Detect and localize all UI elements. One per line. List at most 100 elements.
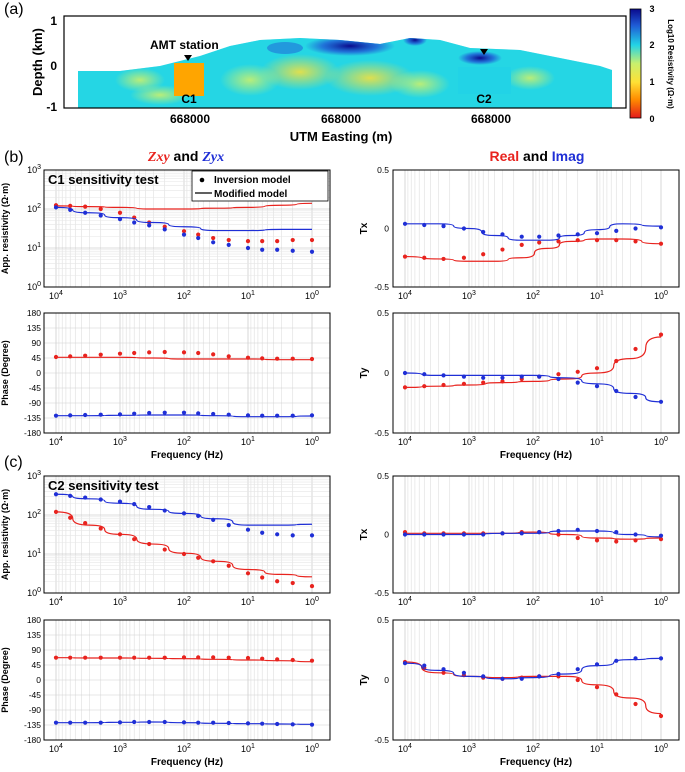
y-axis-label: Tx	[359, 528, 370, 540]
c2-block-label: C2	[476, 92, 492, 106]
y-axis-label: App. resistivity (Ω·m)	[0, 183, 10, 274]
data-point	[245, 239, 251, 244]
data-point	[211, 352, 216, 357]
axes-frame	[43, 169, 331, 288]
x-tick-label: 103	[462, 436, 476, 447]
x-axis-label: Frequency (Hz)	[500, 757, 572, 768]
y-tick-label: 100	[27, 281, 41, 292]
series-line	[55, 356, 312, 361]
data-point	[275, 579, 280, 584]
series-line	[404, 372, 662, 403]
axes-frame	[392, 169, 680, 288]
c1-block-label: C1	[181, 92, 197, 106]
y-tick-label: 0.5	[377, 308, 389, 318]
x-tick-label: 104	[398, 743, 412, 754]
y-axis-label: Ty	[359, 367, 370, 378]
x-tick-label: 102	[526, 743, 540, 754]
colorbar-label: Log10 Resistivity (Ω·m)	[666, 19, 675, 109]
data-point	[132, 537, 137, 542]
y-axis-label: Phase (Degree)	[0, 647, 10, 713]
series-line	[55, 202, 313, 210]
section-x-tick: 668000	[170, 112, 210, 126]
data-point	[309, 237, 315, 243]
y-tick-label: 45	[32, 660, 42, 670]
data-point	[211, 720, 216, 725]
chart-c1_rho: 104 103 102 101 100 103 102 101 100 App. resistiv…	[0, 164, 331, 301]
x-tick-label: 101	[590, 290, 604, 301]
data-point	[98, 526, 103, 531]
data-point	[481, 252, 486, 257]
series-line	[56, 721, 313, 725]
data-point	[226, 523, 231, 528]
data-point	[500, 375, 505, 380]
tipper-header: Real and Imag	[490, 148, 585, 164]
colorbar	[629, 8, 642, 119]
data-point	[594, 538, 600, 543]
data-point	[633, 239, 638, 244]
y-tick-label: -180	[24, 735, 41, 745]
data-point	[68, 515, 73, 520]
chart-c1_tx: 104 103 102 101 100 0.5 0 -0.5 Tx	[359, 165, 680, 301]
y-tick-label: 101	[27, 242, 41, 253]
section-x-tick: 668000	[321, 112, 361, 126]
axes-frame	[43, 475, 331, 594]
data-point	[658, 332, 664, 337]
y-tick-label: 180	[27, 615, 41, 625]
data-point	[309, 533, 315, 538]
data-point	[98, 352, 103, 357]
y-tick-label: -90	[29, 398, 42, 408]
x-tick-label: 100	[654, 596, 668, 607]
data-point	[181, 350, 187, 355]
x-tick-label: 101	[590, 596, 604, 607]
data-point	[117, 351, 123, 356]
x-tick-label: 101	[241, 596, 255, 607]
data-point	[260, 530, 265, 535]
data-point	[309, 413, 315, 418]
data-point	[556, 372, 561, 377]
data-point	[181, 232, 187, 237]
data-point	[83, 353, 88, 358]
x-tick-label: 102	[177, 290, 191, 301]
data-point	[519, 234, 524, 239]
y-tick-label: -135	[24, 720, 41, 730]
data-point	[275, 247, 280, 252]
section-x-label: UTM Easting (m)	[290, 129, 393, 144]
data-point	[309, 584, 315, 589]
data-point	[594, 231, 600, 236]
legend-inversion: Inversion model	[214, 175, 291, 186]
data-point	[519, 242, 524, 247]
y-axis-label: Tx	[359, 222, 370, 234]
data-point	[422, 663, 427, 668]
zxy-header: Zxy	[147, 150, 171, 165]
data-point	[614, 228, 619, 233]
data-point	[147, 504, 152, 510]
x-tick-label: 103	[113, 743, 127, 754]
y-tick-label: -0.5	[374, 588, 389, 598]
colorbar-tick: 1	[649, 77, 654, 87]
y-tick-label: -45	[29, 383, 42, 393]
data-point	[245, 245, 251, 251]
chart-title: C1 sensitivity test	[48, 172, 159, 187]
y-tick-label: 180	[27, 308, 41, 318]
section-y-tick: -1	[46, 100, 57, 114]
data-point	[290, 413, 295, 418]
series-line	[404, 223, 662, 241]
panel-label-c: (c)	[4, 454, 23, 471]
x-tick-label: 101	[241, 743, 255, 754]
y-tick-label: 135	[27, 323, 41, 333]
series-line	[55, 657, 313, 663]
chart-c2_tx: 104 103 102 101 100 0.5 0 -0.5 Tx	[359, 471, 680, 607]
data-point	[181, 551, 187, 557]
data-point	[290, 248, 295, 253]
axes-frame	[43, 619, 331, 741]
data-point	[575, 677, 580, 683]
x-tick-label: 103	[113, 290, 127, 301]
y-tick-label: 103	[27, 164, 41, 175]
zyx-header: Zyx	[201, 150, 224, 165]
section-x-tick: 668000	[471, 112, 511, 126]
y-tick-label: -0.5	[374, 428, 389, 438]
data-point	[181, 229, 187, 234]
y-tick-label: 102	[27, 509, 41, 520]
x-tick-label: 104	[398, 290, 412, 301]
x-tick-label: 102	[526, 596, 540, 607]
